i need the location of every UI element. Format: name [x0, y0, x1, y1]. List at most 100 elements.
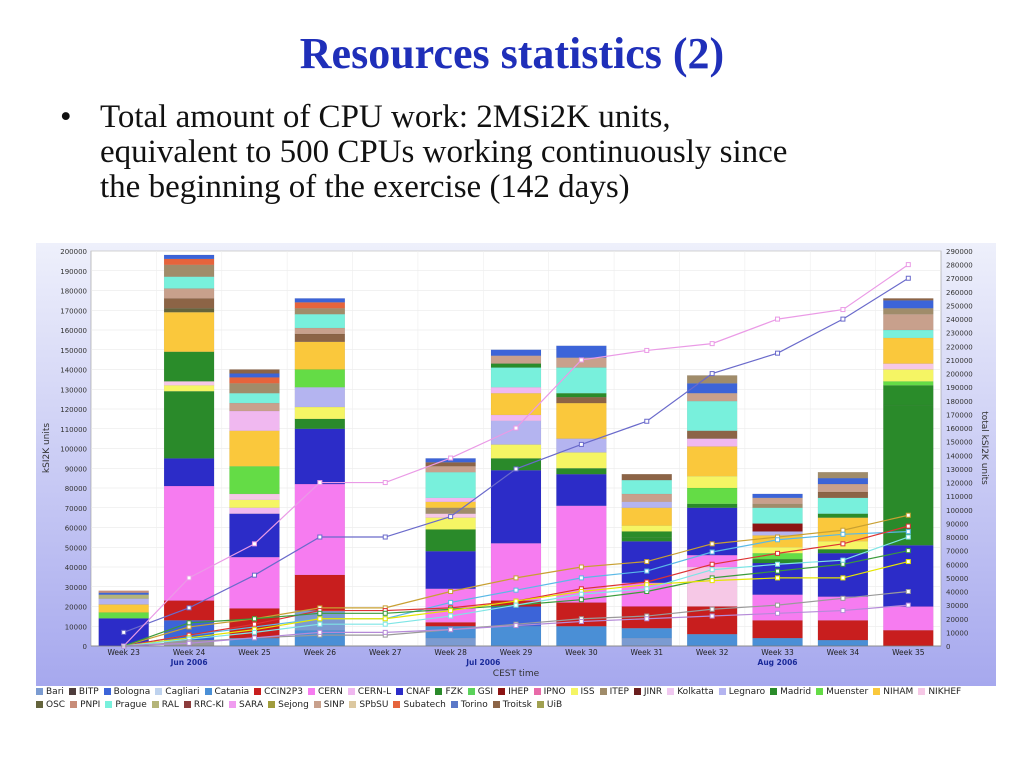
- legend-label: Bari: [46, 687, 64, 697]
- x-tick-label: Week 28: [434, 648, 467, 657]
- bar-segment: [752, 497, 803, 504]
- legend-label: SPbSU: [359, 700, 389, 710]
- y-tick-label: 150000: [60, 347, 87, 355]
- cumulative-point: [905, 529, 911, 535]
- cumulative-point: [840, 307, 846, 313]
- cumulative-point: [578, 591, 584, 597]
- bar-segment: [621, 637, 672, 647]
- y2-tick-label: 290000: [946, 248, 973, 256]
- cumulative-point: [578, 597, 584, 603]
- y-tick-label: 90000: [65, 465, 87, 473]
- cumulative-point: [578, 564, 584, 570]
- bar-segment: [163, 276, 215, 289]
- legend-label: IPNO: [543, 687, 566, 697]
- cumulative-point: [840, 316, 846, 322]
- bar-segment: [294, 308, 345, 315]
- legend-item: Catania: [204, 686, 249, 699]
- cumulative-point: [382, 616, 388, 622]
- cumulative-point: [840, 541, 846, 547]
- legend-item: SPbSU: [349, 699, 388, 712]
- cumulative-point: [251, 629, 257, 635]
- cumulative-point: [905, 523, 911, 529]
- y-tick-label: 120000: [60, 406, 87, 414]
- x-tick-label: Week 29: [500, 648, 533, 657]
- bar-segment: [229, 369, 280, 374]
- y2-tick-label: 190000: [946, 384, 973, 392]
- cumulative-point: [905, 548, 911, 554]
- bar-segment: [163, 485, 215, 601]
- bar-segment: [229, 430, 280, 467]
- legend-swatch: [599, 688, 607, 695]
- y-tick-label: 110000: [60, 426, 87, 434]
- bar-segment: [817, 477, 869, 485]
- cumulative-point: [382, 480, 388, 486]
- cumulative-point: [317, 480, 323, 486]
- legend-label: JINR: [643, 687, 663, 697]
- cumulative-point: [317, 534, 323, 540]
- legend-item: Madrid: [770, 686, 811, 699]
- cumulative-point: [317, 616, 323, 622]
- y2-tick-label: 40000: [946, 589, 968, 597]
- y-tick-label: 140000: [60, 367, 87, 375]
- y-tick-label: 60000: [65, 525, 87, 533]
- bar-segment: [621, 628, 672, 639]
- month-label: Aug 2006: [758, 658, 798, 667]
- cumulative-point: [382, 610, 388, 616]
- bar-segment: [490, 414, 542, 422]
- cumulative-point: [578, 441, 584, 447]
- cumulative-point: [513, 587, 519, 593]
- legend-swatch: [151, 701, 159, 708]
- cumulative-point: [186, 575, 192, 581]
- legend-item: Muenster: [816, 686, 868, 699]
- y2-tick-label: 110000: [946, 493, 973, 501]
- y2-tick-label: 70000: [946, 548, 968, 556]
- legend-swatch: [68, 688, 76, 695]
- cumulative-point: [775, 550, 781, 556]
- bar-segment: [817, 497, 869, 514]
- bar-segment: [687, 566, 738, 607]
- legend-label: NIKHEF: [928, 687, 962, 697]
- cumulative-point: [513, 466, 519, 472]
- bar-segment: [817, 491, 869, 499]
- cumulative-point: [709, 578, 715, 584]
- legend-swatch: [492, 701, 500, 708]
- legend-label: RAL: [161, 700, 179, 710]
- y-tick-label: 180000: [60, 288, 87, 296]
- legend-swatch: [313, 701, 321, 708]
- legend-swatch: [536, 701, 544, 708]
- cumulative-point: [644, 347, 650, 353]
- legend-item: Legnaro: [718, 686, 766, 699]
- bullet-symbol: •: [60, 99, 72, 135]
- cumulative-point: [905, 512, 911, 518]
- y2-tick-label: 150000: [946, 439, 973, 447]
- legend-swatch: [498, 688, 506, 695]
- legend-swatch: [467, 688, 475, 695]
- y-tick-label: 80000: [65, 485, 87, 493]
- bar-segment: [229, 493, 280, 501]
- bar-segment: [817, 620, 869, 641]
- bar-segment: [229, 373, 280, 378]
- bar-segment: [163, 381, 215, 386]
- cumulative-point: [448, 455, 454, 461]
- bar-segment: [490, 355, 542, 364]
- x-tick-label: Week 24: [173, 648, 206, 657]
- bar-segment: [98, 612, 149, 619]
- legend-swatch: [873, 688, 881, 695]
- bar-segment: [294, 369, 345, 388]
- bar-segment: [490, 349, 542, 356]
- y2-tick-label: 0: [946, 643, 950, 651]
- bar-segment: [883, 329, 934, 339]
- cumulative-point: [709, 549, 715, 555]
- bar-segment: [229, 383, 280, 394]
- legend-swatch: [396, 688, 404, 695]
- bar-segment: [556, 367, 607, 394]
- month-label: Jul 2006: [465, 658, 500, 667]
- cumulative-point: [513, 623, 519, 629]
- y2-tick-label: 220000: [946, 343, 973, 351]
- month-label: Jun 2006: [170, 658, 208, 667]
- y2-tick-label: 270000: [946, 275, 973, 283]
- cumulative-point: [578, 618, 584, 624]
- bar-segment: [883, 385, 934, 406]
- legend-label: IHEP: [508, 687, 529, 697]
- legend-label: Legnaro: [728, 687, 766, 697]
